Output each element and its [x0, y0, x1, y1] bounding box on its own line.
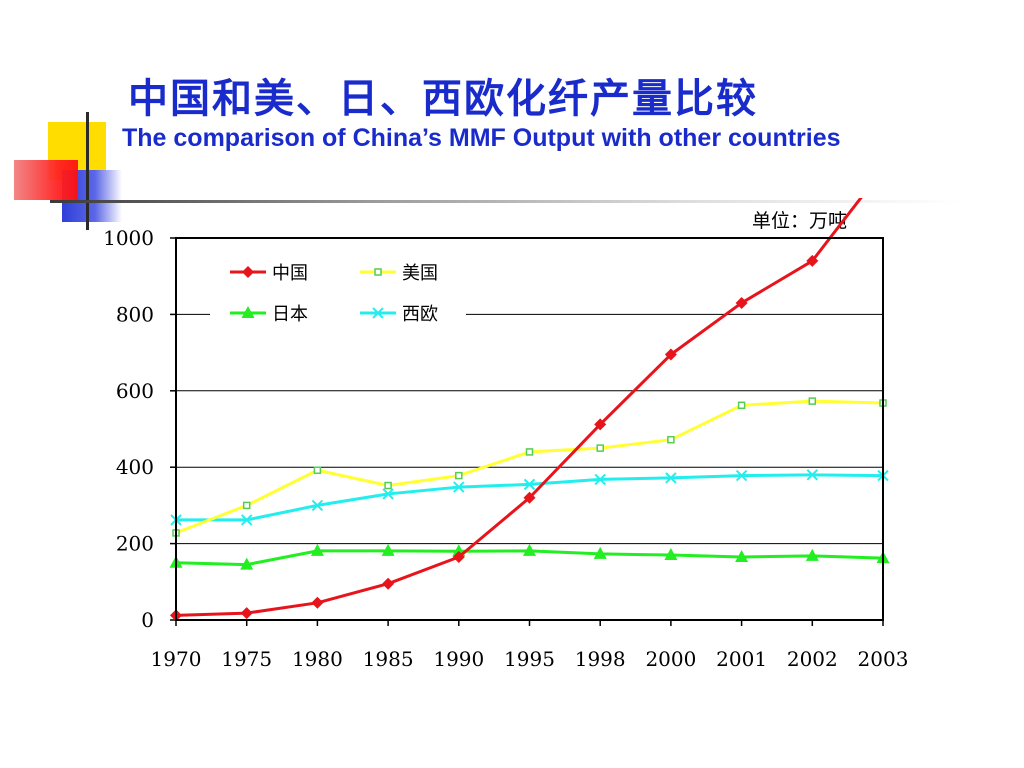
page-title: 中国和美、日、西欧化纤产量比较 [128, 75, 758, 122]
legend-label: 中国 [272, 263, 308, 284]
y-tick-label: 200 [116, 532, 154, 556]
x-tick-label: 1970 [151, 647, 202, 671]
page-subtitle: The comparison of China’s MMF Output wit… [122, 124, 841, 152]
data-point [664, 348, 677, 361]
data-point [664, 548, 678, 561]
data-point [525, 448, 534, 456]
data-point [382, 488, 394, 500]
x-tick-label: 1985 [363, 647, 414, 671]
data-point [667, 435, 675, 444]
x-tick-label: 1995 [504, 647, 555, 671]
data-point [240, 557, 254, 570]
data-point [596, 444, 604, 452]
data-point [242, 501, 251, 510]
legend-marker [242, 266, 254, 278]
data-point [806, 469, 819, 481]
unit-label: 单位：万吨 [752, 210, 848, 232]
data-point [594, 418, 607, 431]
series-西欧 [170, 469, 889, 526]
data-point [805, 548, 819, 561]
legend-marker [241, 306, 255, 318]
legend-box [210, 252, 466, 332]
legend-label: 美国 [402, 263, 438, 284]
x-tick-label: 2000 [645, 647, 696, 671]
plot-frame [175, 237, 884, 621]
y-tick-label: 800 [116, 302, 154, 326]
data-point [453, 481, 465, 493]
data-point [737, 401, 746, 410]
data-point [806, 254, 819, 267]
x-tick-label: 2002 [787, 647, 838, 671]
y-tick-label: 600 [116, 379, 154, 403]
y-tick-label: 1000 [103, 226, 154, 250]
legend-marker [374, 268, 382, 276]
data-point [523, 478, 536, 491]
y-tick-label: 400 [116, 455, 154, 479]
data-point [665, 472, 677, 484]
x-tick-label: 1980 [292, 647, 343, 671]
data-point [240, 607, 253, 620]
series-中国 [170, 198, 863, 622]
x-tick-label: 1990 [433, 647, 484, 671]
data-point [240, 514, 253, 526]
data-point [593, 546, 607, 559]
x-tick-label: 2003 [858, 647, 909, 671]
decor-red-square [14, 160, 78, 200]
series-美国 [172, 397, 887, 537]
data-point [310, 543, 324, 556]
data-point [735, 296, 748, 309]
data-point [384, 481, 392, 490]
data-point [735, 549, 749, 562]
data-point [311, 499, 324, 512]
x-tick-label: 1975 [221, 647, 272, 671]
data-point [382, 577, 395, 590]
decor-vertical-line [86, 112, 89, 230]
y-tick-label: 0 [141, 608, 154, 632]
data-point [523, 491, 536, 504]
legend-label: 西欧 [402, 304, 438, 325]
data-point [455, 471, 463, 480]
legend-marker [372, 307, 384, 319]
x-tick-label: 2001 [716, 647, 767, 671]
data-point [452, 550, 465, 563]
data-point [313, 466, 322, 475]
data-point [808, 397, 817, 405]
data-point [381, 543, 395, 556]
data-point [594, 473, 606, 486]
data-point [735, 469, 748, 482]
legend-label: 日本 [272, 304, 308, 325]
decor-horizontal-rule [50, 200, 960, 203]
x-tick-label: 1998 [575, 647, 626, 671]
data-point [311, 596, 324, 609]
data-point [523, 543, 536, 556]
